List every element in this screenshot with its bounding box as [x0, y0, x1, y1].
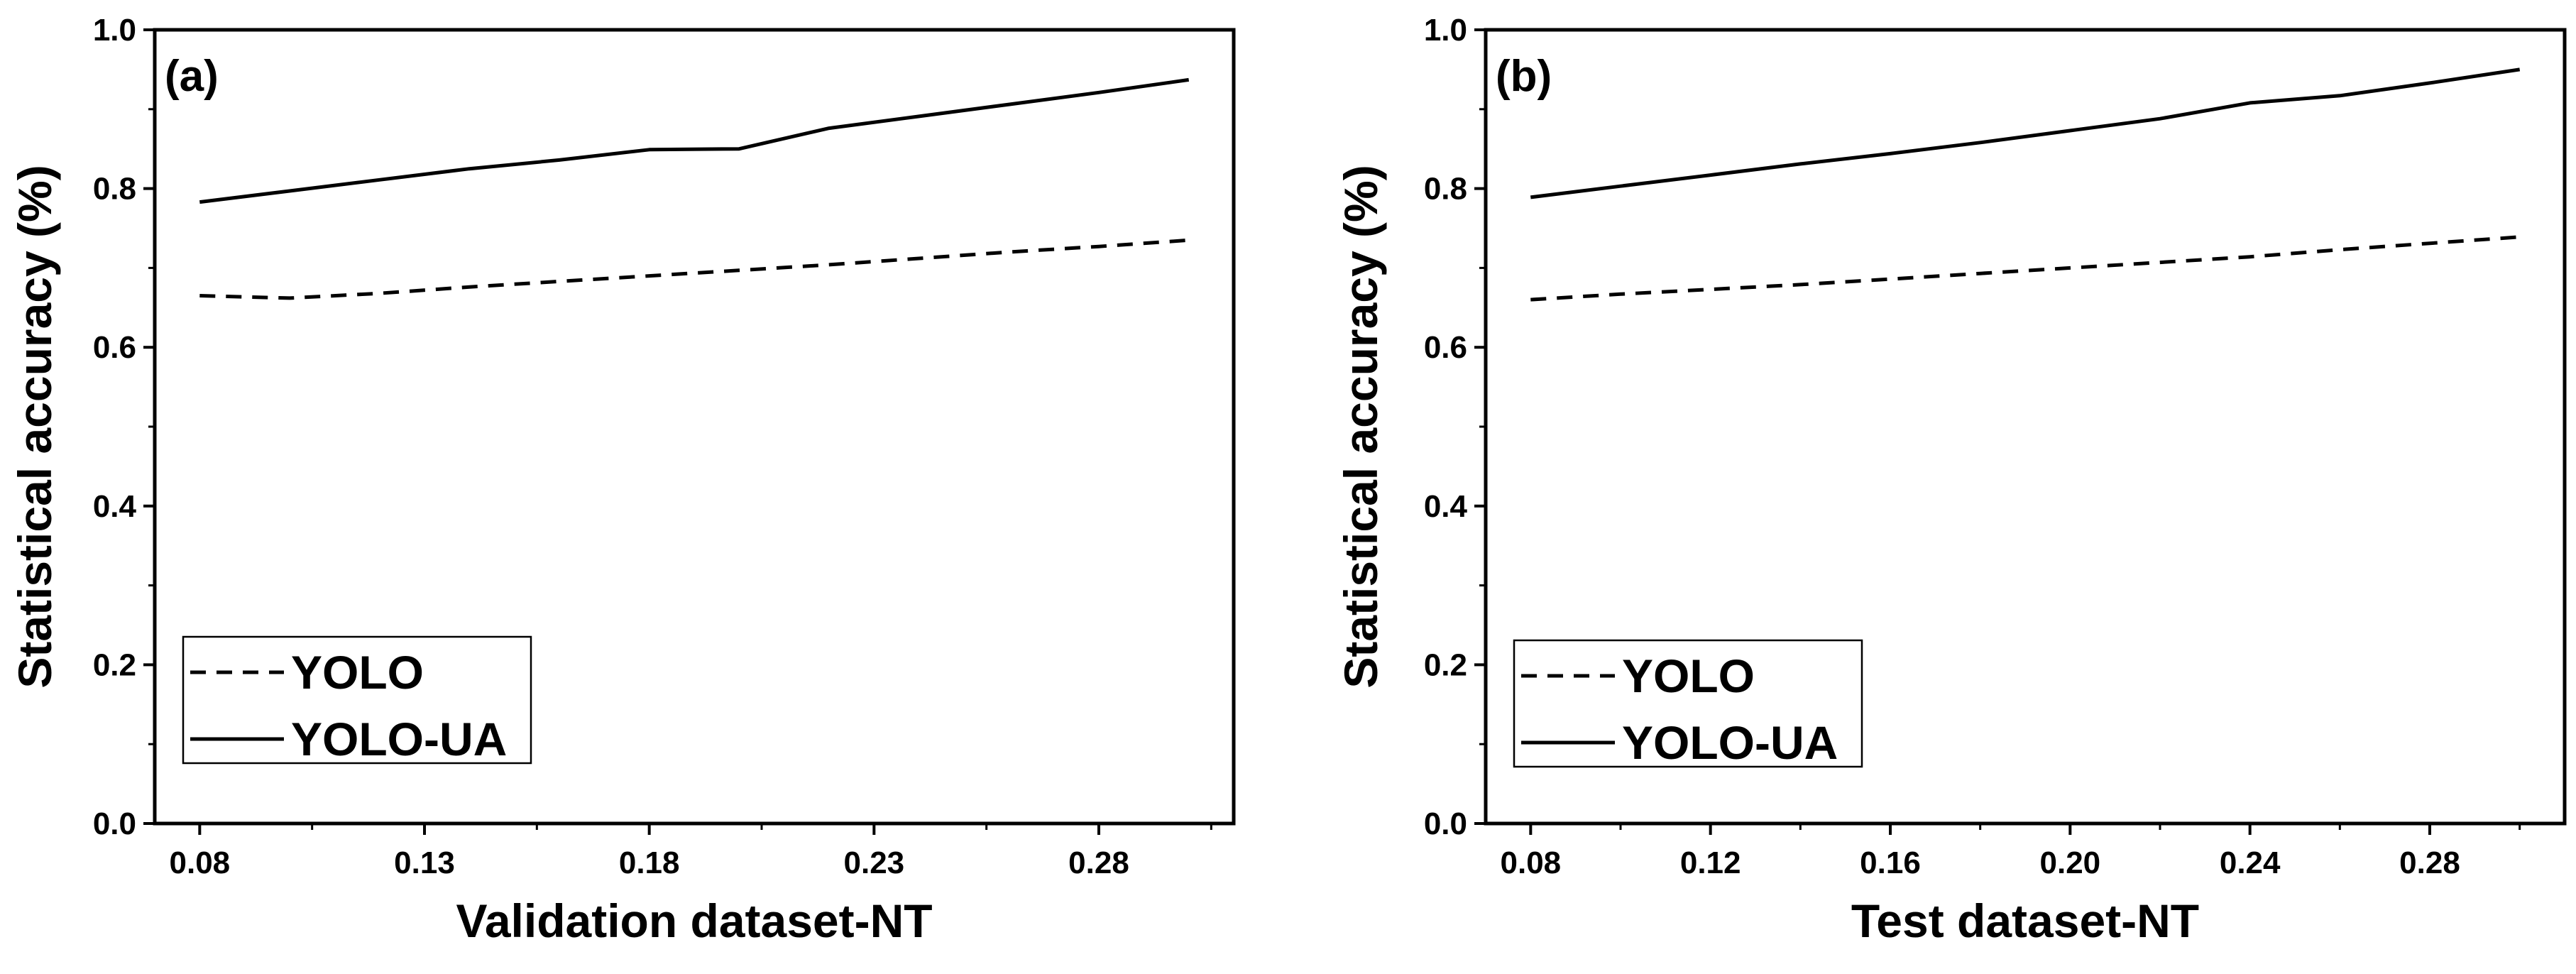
x-tick-label: 0.08 [1501, 846, 1562, 880]
y-tick-label: 0.0 [1424, 806, 1467, 841]
y-tick-label: 1.0 [1424, 13, 1467, 48]
x-tick-label: 0.24 [2220, 846, 2281, 880]
y-tick-label: 0.4 [1424, 489, 1468, 524]
series-line-yolo [1530, 235, 2520, 302]
x-tick-label: 0.28 [2399, 846, 2460, 880]
chart-panel-a: 0.00.20.40.60.81.0 0.08 0.13 0.18 0.23 0.28 … [9, 13, 1236, 947]
x-tick-label: 0.16 [1860, 846, 1921, 880]
series-lines [1530, 67, 2521, 302]
y-tick-label: 0.4 [93, 489, 137, 524]
series-line-yolo-ua [199, 77, 1190, 204]
series-lines [199, 77, 1190, 300]
y-tick-label: 0.2 [93, 647, 136, 682]
x-tick-label: 0.12 [1680, 846, 1741, 880]
y-tick-label: 0.2 [1424, 647, 1467, 682]
legend-label-yolo: YOLO [291, 646, 424, 699]
y-tick-label: 1.0 [93, 13, 136, 48]
legend-label-yolo-ua: YOLO-UA [291, 713, 507, 765]
panel-label: (a) [165, 52, 219, 101]
legend: YOLO YOLO-UA [182, 635, 532, 765]
panel-label: (b) [1496, 52, 1552, 101]
x-tick-label: 0.08 [170, 846, 231, 880]
y-tick-label: 0.6 [1424, 330, 1467, 365]
x-tick-label: 0.18 [619, 846, 680, 880]
y-tick-label: 0.8 [1424, 172, 1467, 207]
legend: YOLO YOLO-UA [1513, 639, 1863, 769]
x-axis-ticks: 0.08 0.13 0.18 0.23 0.28 [170, 823, 1212, 880]
x-axis-title: Validation dataset-NT [456, 894, 932, 947]
x-tick-label: 0.20 [2040, 846, 2101, 880]
y-axis-ticks: 0.0 0.2 0.4 0.6 0.8 1.0 [93, 13, 155, 841]
legend-label-yolo: YOLO [1622, 650, 1755, 702]
legend-box [1513, 639, 1863, 768]
x-tick-label: 0.13 [394, 846, 455, 880]
chart-panel-b: 0.00.20.40.60.81.0 0.08 0.12 0.16 0.20 0.24 0… [1334, 13, 2567, 947]
y-tick-label: 0.8 [93, 172, 136, 207]
legend-label-yolo-ua: YOLO-UA [1622, 716, 1838, 769]
y-tick-label: 0.6 [93, 330, 136, 365]
x-axis-ticks: 0.08 0.12 0.16 0.20 0.24 0.28 [1501, 823, 2521, 880]
x-axis-title: Test dataset-NT [1851, 894, 2199, 947]
y-axis-ticks: 0.0 0.2 0.4 0.6 0.8 1.0 [1424, 13, 1486, 841]
legend-box [182, 635, 532, 765]
y-axis-title: Statistical accuracy (%) [1334, 165, 1387, 688]
series-line-yolo-ua [1530, 67, 2521, 199]
x-tick-label: 0.28 [1068, 846, 1129, 880]
series-line-yolo [199, 238, 1189, 300]
y-tick-label: 0.0 [93, 806, 136, 841]
x-tick-label: 0.23 [844, 846, 905, 880]
y-axis-title: Statistical accuracy (%) [9, 165, 61, 688]
